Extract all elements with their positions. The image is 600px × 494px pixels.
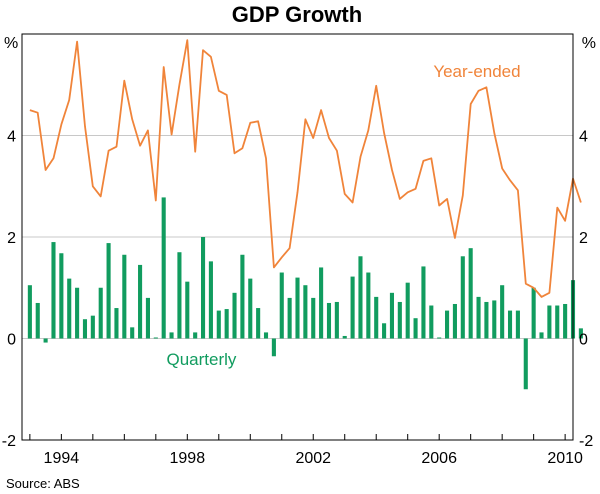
quarterly-bar <box>303 285 308 339</box>
quarterly-bar <box>256 308 261 339</box>
quarterly-bar <box>358 256 363 339</box>
quarterly-bar <box>130 327 135 339</box>
quarterly-bar <box>122 254 127 339</box>
quarterly-bar <box>382 323 387 339</box>
y-tick-label-left: -2 <box>2 433 16 450</box>
quarterly-bar <box>413 318 418 339</box>
quarterly-bar <box>578 328 583 339</box>
quarterly-bar <box>405 282 410 339</box>
quarterly-bar <box>51 242 56 339</box>
quarterly-bar <box>547 305 552 339</box>
quarterly-bar <box>350 276 355 339</box>
quarterly-bar <box>185 281 190 339</box>
quarterly-bar <box>397 301 402 339</box>
x-tick-label: 2006 <box>421 450 457 467</box>
quarterly-bar <box>200 237 206 339</box>
quarterly-bar <box>138 264 143 339</box>
y-tick-label-right: -2 <box>579 433 593 450</box>
quarterly-bar <box>216 310 221 339</box>
quarterly-bar <box>35 302 40 339</box>
quarterly-bar <box>374 296 379 339</box>
quarterly-bar <box>476 296 481 339</box>
axes: -2 -2 0 0 2 2 4 4 1994 1998 2002 2006 2010 <box>2 129 594 468</box>
quarterly-bar <box>429 305 434 339</box>
quarterly-bar <box>27 285 32 339</box>
y-tick-label-right: 2 <box>579 230 588 247</box>
x-tick-label: 2010 <box>547 450 583 467</box>
quarterly-bar <box>43 338 48 343</box>
quarterly-bar <box>555 305 560 339</box>
quarterly-bar <box>515 310 520 339</box>
quarterly-bar <box>326 302 332 339</box>
quarterly-bar <box>460 256 465 339</box>
quarterly-bar <box>193 332 198 339</box>
quarterly-bar <box>177 252 182 339</box>
quarterly-bar <box>208 261 213 339</box>
y-tick-label-left: 0 <box>7 332 16 349</box>
quarterly-label: Quarterly <box>167 350 237 369</box>
y-axis-unit-left: % <box>4 35 18 52</box>
year-ended-label: Year-ended <box>433 62 520 81</box>
x-tick-label: 2002 <box>295 450 331 467</box>
quarterly-bar <box>563 303 568 339</box>
y-tick-label-right: 0 <box>579 332 588 349</box>
quarterly-bar <box>539 332 544 339</box>
quarterly-bar <box>240 254 245 339</box>
quarterly-bar <box>342 335 347 339</box>
quarterly-bar <box>319 267 324 339</box>
quarterly-bar <box>114 308 119 339</box>
x-tick-label: 1994 <box>44 450 80 467</box>
quarterly-bar <box>366 272 371 339</box>
quarterly-bar <box>500 285 505 339</box>
y-tick-label-left: 4 <box>7 129 16 146</box>
quarterly-bar <box>507 310 513 339</box>
quarterly-bar <box>153 337 158 339</box>
quarterly-bar <box>169 332 174 339</box>
x-tick-label: 1998 <box>170 450 206 467</box>
quarterly-bar <box>484 301 489 339</box>
quarterly-bar <box>334 301 339 339</box>
quarterly-bar <box>445 310 450 339</box>
quarterly-bar <box>248 278 253 339</box>
quarterly-bar <box>295 277 300 339</box>
year-ended-line <box>29 39 582 298</box>
quarterly-bar <box>145 297 150 339</box>
quarterly-bar <box>67 278 72 339</box>
quarterly-bar <box>90 315 95 339</box>
quarterly-bar <box>59 253 64 339</box>
quarterly-bar <box>263 332 269 339</box>
quarterly-bar <box>492 300 497 339</box>
quarterly-bar <box>421 266 426 339</box>
quarterly-bar <box>389 292 395 339</box>
quarterly-bar <box>287 297 292 339</box>
quarterly-bar <box>531 287 536 339</box>
quarterly-bar <box>437 337 442 339</box>
quarterly-bar <box>523 338 528 390</box>
quarterly-bar <box>468 248 473 339</box>
quarterly-bar <box>82 319 88 339</box>
quarterly-bar <box>271 338 276 357</box>
chart-title: GDP Growth <box>232 2 362 27</box>
y-tick-label-right: 4 <box>579 129 588 146</box>
quarterly-bar <box>75 287 80 339</box>
quarterly-bar <box>311 297 316 339</box>
quarterly-bar <box>98 287 103 339</box>
series-labels: Year-ended Quarterly <box>167 62 521 369</box>
quarterly-bar <box>279 272 284 339</box>
quarterly-bar <box>452 303 457 339</box>
quarterly-bar <box>161 197 166 339</box>
quarterly-bar <box>106 243 111 339</box>
quarterly-bar <box>232 292 237 339</box>
source-note: Source: ABS <box>6 476 80 491</box>
quarterly-bar <box>224 309 229 339</box>
y-tick-label-left: 2 <box>7 230 16 247</box>
y-axis-unit-right: % <box>582 35 596 52</box>
plot-frame <box>21 33 574 441</box>
quarterly-bars <box>27 197 583 390</box>
